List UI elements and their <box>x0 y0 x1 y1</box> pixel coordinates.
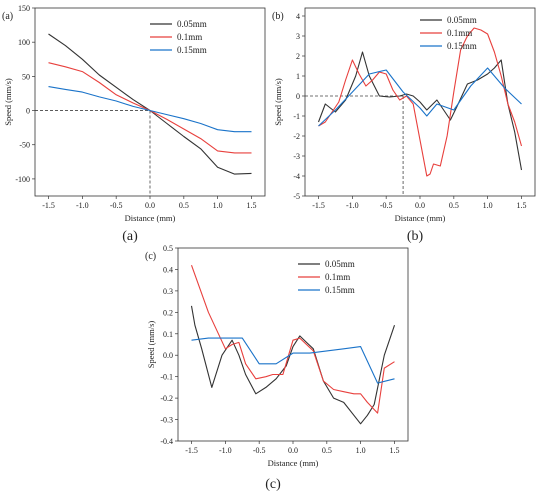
y-tick-label: 0 <box>26 107 30 116</box>
x-tick-label: 0.5 <box>449 201 459 210</box>
y-tick-label: 0 <box>296 92 300 101</box>
legend-label: 0.1mm <box>325 272 350 282</box>
legend-label: 0.15mm <box>177 45 207 55</box>
panel-caption: (b) <box>407 229 424 244</box>
legend-label: 0.1mm <box>447 28 472 38</box>
x-tick-label: -0.5 <box>380 201 393 210</box>
y-tick-label: 3 <box>296 32 300 41</box>
y-tick-label: -0.4 <box>160 437 173 446</box>
x-tick-label: 0.5 <box>179 201 189 210</box>
y-tick-label: 100 <box>18 38 30 47</box>
x-tick-label: -1.0 <box>76 201 89 210</box>
y-tick-label: -0.2 <box>160 394 173 403</box>
panel-label: (c) <box>145 251 156 262</box>
x-tick-label: -1.5 <box>42 201 55 210</box>
panel-b: -1.5 -1.0 -0.5 0.0 0.5 1.0 1.5 -5 -4 -3 -2 -1 0 1 2 3 4 D… <box>272 7 536 244</box>
x-tick-label: -1.5 <box>185 446 198 455</box>
x-tick-label: -1.5 <box>312 201 325 210</box>
panel-a: -1.5 -1.0 -0.5 0.0 0.5 1.0 1.5 -100 -50 0 50 100 150… <box>2 4 266 244</box>
x-tick-label: -1.0 <box>346 201 359 210</box>
y-tick-label: 4 <box>296 12 300 21</box>
x-tick-label: -0.5 <box>110 201 123 210</box>
y-axis-label: Speed (mm/s) <box>273 78 283 126</box>
x-axis-label: Distance (mm) <box>125 213 176 223</box>
legend-label: 0.05mm <box>177 19 207 29</box>
legend-label: 0.05mm <box>325 259 355 269</box>
x-axis-label: Distance (mm) <box>268 458 319 468</box>
y-tick-label: -0.3 <box>160 416 173 425</box>
x-tick-label: -1.0 <box>219 446 232 455</box>
panel-label: (b) <box>272 11 284 22</box>
series-line-0.15mm <box>191 337 395 384</box>
panel-c: -1.5 -1.0 -0.5 0.0 0.5 1.0 1.5 -0.4 -0.3 -0.2 -0.1… <box>145 244 409 492</box>
x-tick-label: 1.5 <box>389 446 399 455</box>
series-line-0.1mm <box>318 27 523 177</box>
y-tick-label: 0.1 <box>163 330 173 339</box>
x-tick-label: 0.0 <box>145 201 155 210</box>
x-tick-label: 1.0 <box>483 201 493 210</box>
y-tick-label: 0.5 <box>163 244 173 253</box>
x-tick-label: 0.0 <box>415 201 425 210</box>
series-line-0.05mm <box>317 51 523 171</box>
legend-label: 0.1mm <box>177 32 202 42</box>
y-tick-label: 0.2 <box>163 308 173 317</box>
x-tick-label: 1.5 <box>516 201 526 210</box>
panel-caption: (c) <box>265 477 281 492</box>
series-line-0.1mm <box>190 265 395 414</box>
y-tick-label: -2 <box>293 132 300 141</box>
x-tick-label: 1.0 <box>356 446 366 455</box>
legend-label: 0.05mm <box>447 15 477 25</box>
y-tick-label: 0.3 <box>163 287 173 296</box>
y-tick-label: 2 <box>296 52 300 61</box>
x-tick-label: 1.0 <box>213 201 223 210</box>
series-line-0.1mm <box>48 62 252 154</box>
y-tick-label: -50 <box>19 141 30 150</box>
x-axis-label: Distance (mm) <box>395 213 446 223</box>
x-tick-label: -0.5 <box>253 446 266 455</box>
legend-label: 0.15mm <box>325 285 355 295</box>
y-tick-label: -1 <box>293 112 300 121</box>
y-tick-label: -5 <box>293 192 300 201</box>
y-axis-label: Speed (mm/s) <box>3 78 13 126</box>
x-tick-label: 0.0 <box>288 446 298 455</box>
panel-label: (a) <box>2 11 13 22</box>
y-tick-label: -4 <box>293 172 300 181</box>
series-line-0.15mm <box>318 67 522 127</box>
y-tick-label: 50 <box>22 72 30 81</box>
x-tick-label: 0.5 <box>322 446 332 455</box>
y-tick-label: 0.0 <box>163 351 173 360</box>
y-tick-label: 1 <box>296 72 300 81</box>
y-tick-label: 150 <box>18 4 30 13</box>
y-axis-label: Speed (mm/s) <box>146 321 156 369</box>
y-tick-label: -3 <box>293 152 300 161</box>
series-line-0.15mm <box>48 86 252 133</box>
series-line-0.05mm <box>190 305 396 425</box>
panel-caption: (a) <box>122 229 138 244</box>
y-tick-label: -0.1 <box>160 373 173 382</box>
x-tick-label: 1.5 <box>246 201 256 210</box>
plot-frame <box>177 247 409 442</box>
y-tick-label: -100 <box>15 175 30 184</box>
y-tick-label: 0.4 <box>163 265 173 274</box>
legend-label: 0.15mm <box>447 41 477 51</box>
